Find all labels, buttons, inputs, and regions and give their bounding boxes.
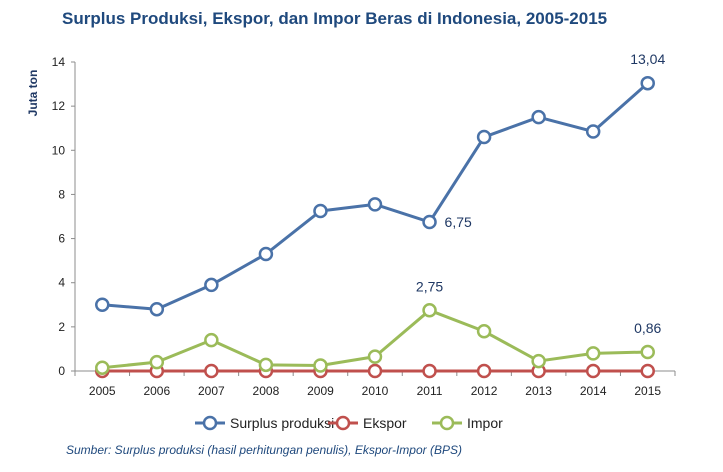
legend-item: Impor [432,415,503,431]
annotations: 13,04 6,75 2,75 0,86 [416,51,666,336]
legend-marker [335,415,351,431]
source-note: Sumber: Surplus produksi (hasil perhitun… [66,443,462,457]
data-label: 2,75 [416,278,443,294]
x-tick-label: 2007 [198,384,225,398]
data-point [640,344,655,360]
x-tick-label: 2014 [580,384,607,398]
series-2 [95,363,655,379]
x-tick-label: 2009 [307,384,334,398]
data-point [95,297,110,313]
data-point [640,363,655,379]
series-layer [95,75,655,379]
x-tick-label: 2008 [253,384,280,398]
data-point [585,346,601,361]
data-point [585,363,601,379]
data-point [149,301,165,317]
data-point [204,277,219,293]
y-tick-label: 8 [58,187,65,201]
data-point [531,353,546,369]
series-1 [95,75,655,317]
legend-marker [439,415,455,431]
data-point [476,324,492,339]
y-tick-label: 0 [58,364,65,378]
data-point [204,363,219,379]
x-tick-label: 2015 [634,384,661,398]
axes: 0 2 4 6 8 10 12 14 2005 2006 2007 2008 2009 2010 2011 2… [52,55,676,398]
legend-label: Surplus produksi [230,415,334,431]
data-point [367,363,383,379]
data-point [476,363,492,379]
data-label: 13,04 [630,51,665,67]
data-point [258,246,274,262]
y-tick-label: 6 [58,232,65,246]
legend-item: Surplus produksi [195,415,334,431]
x-tick-label: 2011 [417,384,443,398]
legend-label: Ekspor [363,415,407,431]
data-point [95,360,110,375]
data-point [422,214,437,230]
y-tick-label: 14 [52,55,66,69]
data-label: 6,75 [445,214,472,230]
series-3 [95,303,655,375]
legend-item: Ekspor [328,415,407,431]
x-tick-label: 2006 [143,384,170,398]
y-axis-label: Juta ton [26,70,40,117]
legend-marker [202,415,218,431]
data-point [640,75,655,91]
data-label: 0,86 [634,320,661,336]
chart-title: Surplus Produksi, Ekspor, dan Impor Bera… [62,9,607,28]
data-point [258,357,274,373]
data-point [531,109,546,125]
x-tick-label: 2012 [471,384,498,398]
data-point [313,358,328,373]
y-tick-label: 10 [52,143,66,157]
data-point [476,129,492,145]
x-tick-label: 2010 [362,384,389,398]
legend: Surplus produksi Ekspor Impor [195,415,503,431]
legend-label: Impor [467,415,503,431]
data-point [149,354,165,370]
y-tick-label: 4 [58,276,65,290]
series-line [102,82,649,311]
data-point [313,203,328,219]
data-point [367,349,383,364]
data-point [422,363,437,379]
y-tick-label: 2 [58,320,65,334]
data-point [422,303,437,318]
x-tick-label: 2005 [89,384,116,398]
data-point [204,332,219,348]
data-point [585,124,601,139]
y-tick-label: 12 [52,99,66,113]
data-point [367,197,383,212]
x-tick-label: 2013 [525,384,552,398]
